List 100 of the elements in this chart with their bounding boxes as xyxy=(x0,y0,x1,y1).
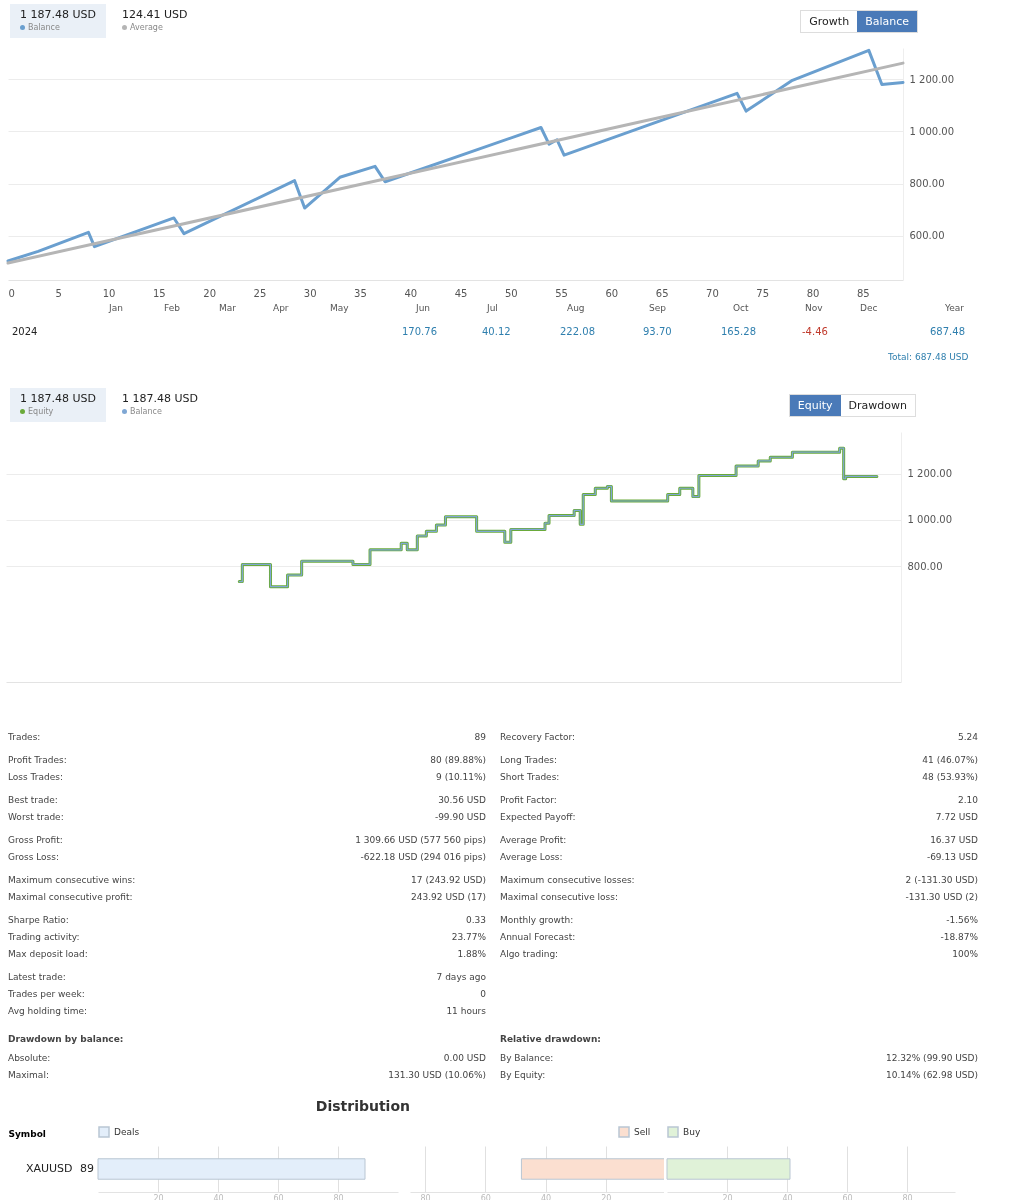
text: Worst trade: xyxy=(8,811,64,822)
y-tick-label: 1 200.00 xyxy=(909,73,955,85)
x-tick-label: 15 xyxy=(152,287,166,299)
x-tick-label: 20 xyxy=(722,1193,733,1200)
text: 40.12 xyxy=(482,326,511,337)
text: May xyxy=(330,303,349,313)
x-tick-label: 60 xyxy=(605,287,619,299)
text: 16.37 USD xyxy=(930,834,978,845)
text: 165.28 xyxy=(721,326,756,337)
x-tick-label: 60 xyxy=(480,1193,491,1200)
text: 1 187.48 USD xyxy=(122,392,198,405)
text: Total: 687.48 USD xyxy=(888,352,969,362)
text: Short Trades: xyxy=(500,771,560,782)
text: Profit Factor: xyxy=(500,794,557,805)
text: Nov xyxy=(805,303,823,313)
x-tick-label: 35 xyxy=(354,287,367,299)
y-axis-title: Symbol xyxy=(8,1128,46,1139)
x-tick-label: 0 xyxy=(8,287,15,299)
text: Sharpe Ratio: xyxy=(8,914,69,925)
y-tick-label: 600.00 xyxy=(909,230,945,242)
text: 48 (53.93%) xyxy=(922,771,978,782)
text: Drawdown xyxy=(847,398,908,414)
text: Maximum consecutive losses: xyxy=(500,874,635,885)
x-tick-label: 10 xyxy=(102,287,116,299)
text: -69.13 USD xyxy=(926,851,978,862)
text: Dec xyxy=(860,303,878,313)
text: Monthly growth: xyxy=(500,914,574,925)
text: 124.41 USD xyxy=(122,8,188,21)
text: 23.77% xyxy=(451,931,486,942)
text: Relative drawdown: xyxy=(500,1034,602,1046)
x-tick-label: 45 xyxy=(454,287,468,299)
text: 1.88% xyxy=(457,948,486,959)
text: Expected Payoff: xyxy=(500,811,576,822)
text: 80 (89.88%) xyxy=(430,754,486,765)
text: Best trade: xyxy=(8,794,58,805)
text: Average Loss: xyxy=(500,851,563,862)
y-tick-label: 1 000.00 xyxy=(907,514,953,526)
x-tick-label: 5 xyxy=(55,287,62,299)
text: 7 days ago xyxy=(436,971,486,982)
x-tick-label: 80 xyxy=(420,1193,431,1200)
text: 89 xyxy=(474,731,486,742)
x-tick-label: 80 xyxy=(333,1193,344,1200)
text: 243.92 USD (17) xyxy=(411,891,486,902)
text: 11 hours xyxy=(446,1005,486,1016)
text: Growth xyxy=(808,14,851,30)
legend-label: Balance xyxy=(129,406,163,418)
chart-title: Distribution xyxy=(315,1098,410,1114)
legend-label: Equity xyxy=(27,406,55,418)
legend-label: Buy xyxy=(683,1127,701,1137)
x-tick-label: 60 xyxy=(842,1193,853,1200)
text: By Equity: xyxy=(500,1069,546,1080)
x-tick-label: 25 xyxy=(253,287,267,299)
x-tick-label: 20 xyxy=(153,1193,164,1200)
y-tick-label: 1 000.00 xyxy=(909,125,955,137)
text: Trades per week: xyxy=(8,988,85,999)
text: Gross Loss: xyxy=(8,851,59,862)
text: Jan xyxy=(109,303,123,313)
y-tick-label: 1 200.00 xyxy=(907,468,953,480)
text: Avg holding time: xyxy=(8,1005,88,1016)
y-tick-label: XAUUSD xyxy=(25,1162,73,1175)
text: Sep xyxy=(649,303,666,313)
text: Annual Forecast: xyxy=(500,931,576,942)
text: 7.72 USD xyxy=(935,811,978,822)
x-tick-label: 55 xyxy=(555,287,568,299)
text: Maximal: xyxy=(8,1069,49,1080)
text: 131.30 USD (10.06%) xyxy=(388,1069,486,1080)
legend-label: Balance xyxy=(27,22,61,34)
text: -1.56% xyxy=(946,914,978,925)
text: 687.48 xyxy=(930,326,965,337)
text: Drawdown by balance: xyxy=(8,1034,125,1046)
text: -99.90 USD xyxy=(434,811,486,822)
x-tick-label: 80 xyxy=(806,287,820,299)
text: 1 187.48 USD xyxy=(20,392,96,405)
text: 30.56 USD xyxy=(438,794,486,805)
text: Algo trading: xyxy=(500,948,559,959)
text: -622.18 USD (294 016 pips) xyxy=(360,851,486,862)
text: -18.87% xyxy=(940,931,978,942)
x-tick-label: 40 xyxy=(213,1193,224,1200)
legend-label: Average xyxy=(129,22,164,34)
text: Average Profit: xyxy=(500,834,567,845)
text: 170.76 xyxy=(402,326,437,337)
text: Long Trades: xyxy=(500,754,558,765)
text: 12.32% (99.90 USD) xyxy=(885,1052,978,1063)
text: 0.33 xyxy=(465,914,486,925)
text: Loss Trades: xyxy=(8,771,63,782)
text: By Balance: xyxy=(500,1052,554,1063)
x-tick-label: 60 xyxy=(273,1193,284,1200)
text: 100% xyxy=(952,948,978,959)
x-tick-label: 70 xyxy=(706,287,719,299)
text: Latest trade: xyxy=(8,971,66,982)
text: Maximal consecutive profit: xyxy=(8,891,133,902)
text: Jul xyxy=(487,303,498,313)
text: -4.46 xyxy=(802,326,828,337)
text: 2 (-131.30 USD) xyxy=(905,874,978,885)
text: Jun xyxy=(416,303,431,313)
text: 0 xyxy=(480,988,486,999)
x-tick-label: 85 xyxy=(856,287,870,299)
text: 2024 xyxy=(12,326,38,337)
text: -131.30 USD (2) xyxy=(905,891,978,902)
text: 93.70 xyxy=(643,326,672,337)
